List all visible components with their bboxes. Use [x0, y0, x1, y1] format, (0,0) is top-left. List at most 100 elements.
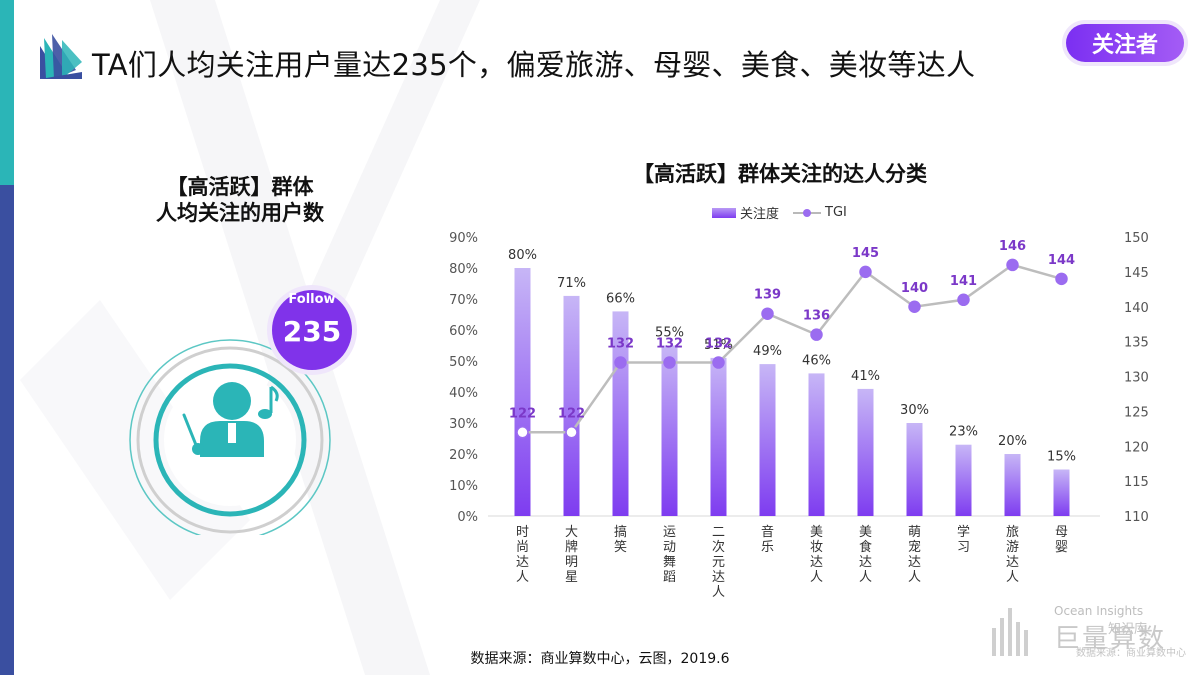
- tgi-point: [1055, 272, 1068, 286]
- bar-attention: [955, 444, 972, 516]
- tgi-value-label: 122: [509, 406, 536, 421]
- bar-value-label: 41%: [851, 369, 880, 384]
- bar-attention: [563, 295, 580, 516]
- y-right-tick-label: 115: [1124, 475, 1149, 490]
- brand-english-name: Ocean Insights: [1054, 604, 1144, 618]
- y-left-tick-label: 0%: [457, 510, 478, 525]
- y-right-tick-label: 140: [1124, 301, 1149, 316]
- tgi-point: [516, 426, 529, 439]
- bar-attention: [1004, 454, 1021, 516]
- follow-value: 235: [283, 315, 341, 348]
- x-category-label: 萌宠达人: [908, 525, 921, 585]
- tgi-value-label: 132: [705, 337, 732, 352]
- bar-attention: [710, 357, 727, 516]
- left-panel-title: 【高活跃】群体 人均关注的用户数: [120, 174, 360, 226]
- bar-attention: [514, 268, 531, 516]
- x-category-label: 运动舞蹈: [663, 525, 676, 585]
- tgi-value-label: 132: [607, 337, 634, 352]
- x-category-label: 美食达人: [859, 525, 872, 585]
- bar-attention: [857, 388, 874, 516]
- bar-attention: [808, 373, 825, 516]
- follow-label: Follow: [288, 292, 335, 307]
- tgi-value-label: 139: [754, 288, 781, 303]
- x-category-label: 大牌明星: [565, 525, 578, 585]
- legend-line-label: TGI: [825, 205, 847, 220]
- x-category-label: 音乐: [761, 524, 774, 555]
- tgi-point: [712, 356, 725, 369]
- x-category-label: 旅游达人: [1006, 525, 1019, 585]
- y-right-tick-label: 120: [1124, 440, 1149, 455]
- tgi-value-label: 136: [803, 309, 830, 324]
- page-title: TA们人均关注用户量达235个，偏爱旅游、母婴、美食、美妆等达人: [92, 48, 976, 82]
- tgi-point: [663, 356, 676, 369]
- y-right-tick-label: 150: [1124, 231, 1149, 246]
- brand-bars-icon: [992, 608, 1028, 656]
- baton-icon: [182, 413, 204, 455]
- y-left-tick-label: 40%: [449, 386, 478, 401]
- chart-legend: 关注度 TGI: [712, 203, 847, 222]
- bar-attention: [906, 423, 923, 516]
- bar-value-label: 30%: [900, 403, 929, 418]
- left-title-line1: 【高活跃】群体: [166, 175, 314, 199]
- bar-value-label: 71%: [557, 276, 586, 291]
- tgi-point: [957, 293, 970, 307]
- combo-bar-line-chart: 0% 10% 20% 30% 40% 50% 60% 70% 80% 90% 110 115 120 12…: [449, 231, 1149, 600]
- tgi-value-label: 122: [558, 406, 585, 421]
- bar-attention: [1053, 469, 1070, 516]
- brand-logo-icon: [40, 34, 82, 79]
- bar-value-label: 80%: [508, 248, 537, 263]
- bar-value-label: 15%: [1047, 450, 1076, 465]
- x-category-label: 母婴: [1055, 525, 1068, 555]
- tgi-point: [1006, 258, 1019, 272]
- brand-site-label: 数据来源：商业算数中心: [1076, 648, 1186, 659]
- data-source-note: 数据来源：商业算数中心，云图，2019.6: [470, 651, 730, 667]
- y-right-tick-label: 110: [1124, 510, 1149, 525]
- tgi-point: [761, 307, 774, 320]
- x-category-label: 搞笑: [614, 524, 627, 555]
- x-category-label: 美妆达人: [810, 525, 823, 585]
- brand-chinese-name: 巨量算数: [1054, 624, 1167, 654]
- music-note-icon: [258, 385, 279, 419]
- left-title-line2: 人均关注的用户数: [156, 201, 324, 225]
- brand-wechat-label: 知识库: [1108, 622, 1148, 637]
- bar-value-label: 51%: [704, 338, 733, 353]
- chart-title: 【高活跃】群体关注的达人分类: [633, 162, 927, 186]
- bar-value-label: 46%: [802, 353, 831, 368]
- tgi-point: [859, 265, 872, 279]
- y-right-tick-label: 130: [1124, 371, 1149, 386]
- tgi-value-label: 141: [950, 274, 977, 289]
- legend-bar-label: 关注度: [740, 207, 780, 222]
- tgi-value-label: 132: [656, 337, 683, 352]
- bar-value-label: 49%: [753, 344, 782, 359]
- follow-count-graphic: Follow 235: [128, 275, 358, 541]
- y-left-tick-label: 90%: [449, 231, 478, 246]
- tgi-point: [565, 426, 578, 439]
- user-conductor-icon: [200, 382, 264, 457]
- y-left-tick-label: 30%: [449, 417, 478, 432]
- y-left-tick-label: 10%: [449, 479, 478, 494]
- tgi-point: [614, 356, 627, 369]
- y-right-tick-label: 135: [1124, 336, 1149, 351]
- category-tag-badge: 关注者: [1062, 20, 1188, 66]
- legend-line-swatch: [793, 208, 822, 218]
- tgi-value-label: 144: [1048, 253, 1075, 268]
- tgi-point: [810, 328, 823, 341]
- bar-value-label: 20%: [998, 434, 1027, 449]
- tgi-value-label: 145: [852, 246, 879, 261]
- y-right-tick-label: 125: [1124, 405, 1149, 420]
- tgi-value-label: 146: [999, 239, 1026, 254]
- bar-attention: [759, 364, 776, 516]
- accent-bar-navy: [0, 185, 14, 675]
- bar-attention: [661, 345, 678, 516]
- x-category-label: 学习: [957, 524, 970, 555]
- x-category-label: 二次元达人: [712, 525, 725, 600]
- y-right-tick-label: 145: [1124, 266, 1149, 281]
- bar-value-label: 66%: [606, 291, 635, 306]
- brand-watermark: Ocean Insights 巨量算数 知识库 数据来源：商业算数中心: [990, 604, 1190, 664]
- legend-bar-swatch: [712, 207, 736, 218]
- bar-value-label: 55%: [655, 326, 684, 341]
- y-left-tick-label: 60%: [449, 324, 478, 339]
- tgi-point: [908, 300, 921, 313]
- y-left-tick-label: 70%: [449, 293, 478, 308]
- bar-value-label: 23%: [949, 425, 978, 440]
